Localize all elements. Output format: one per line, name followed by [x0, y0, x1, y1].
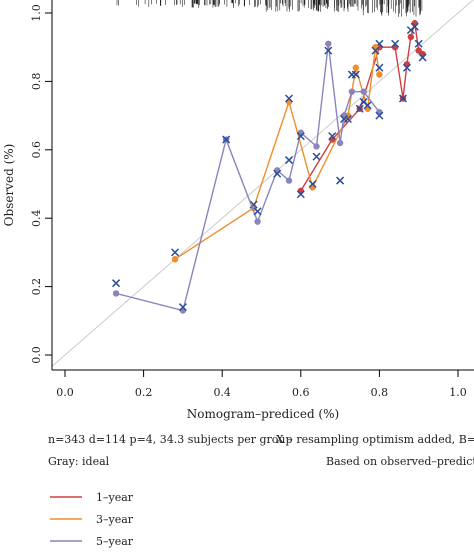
corrected-point-x: [336, 176, 345, 185]
corrected-point-x: [296, 190, 305, 199]
y-tick-label: 0.8: [30, 73, 43, 91]
series-3: [112, 40, 384, 314]
corrected-point-x: [414, 39, 423, 48]
x-tick-label: 1.0: [449, 386, 467, 399]
legend-label: 1–year: [96, 491, 134, 504]
observed-point: [376, 71, 383, 78]
observed-point: [171, 256, 179, 263]
corrected-point-x: [418, 53, 427, 62]
y-axis-label: Observed (%): [2, 144, 16, 227]
corrected-point-x: [359, 97, 368, 106]
corrected-point-x: [410, 22, 419, 31]
corrected-point-x: [391, 39, 400, 48]
y-tick-label: 0.4: [30, 209, 43, 227]
legend: 1–year 3–year 5–year: [50, 491, 134, 548]
y-axis-ticks: 0.0 0.2 0.4 0.6 0.8 1.0: [30, 4, 52, 364]
rug-marks: [116, 0, 423, 17]
series-2: [171, 44, 384, 263]
footnote-resampling: X – resampling optimism added, B=2000: [276, 433, 474, 446]
corrected-point-x: [398, 94, 408, 103]
x-tick-label: 0.8: [371, 386, 389, 399]
corrected-point-x: [339, 114, 349, 124]
y-tick-label: 0.0: [30, 346, 43, 364]
corrected-point-x: [375, 111, 384, 120]
corrected-point-x: [273, 169, 282, 178]
observed-point: [254, 218, 261, 225]
corrected-point-x: [328, 132, 337, 141]
observed-point: [285, 177, 293, 184]
observed-point: [313, 143, 320, 150]
series-layer: [112, 20, 427, 314]
corrected-point-x: [284, 156, 294, 165]
corrected-point-x: [112, 279, 121, 288]
y-tick-label: 1.0: [30, 4, 43, 22]
corrected-point-x: [284, 94, 294, 103]
legend-label: 3–year: [96, 513, 134, 526]
corrected-point-x: [375, 63, 384, 72]
footnote-based-on: Based on observed–predicted: [326, 455, 474, 468]
corrected-point-x: [312, 152, 321, 161]
x-tick-label: 0.6: [292, 386, 310, 399]
y-tick-label: 0.2: [30, 278, 43, 296]
corrected-point-x: [253, 207, 262, 216]
observed-point: [407, 33, 415, 41]
corrected-point-x: [296, 132, 305, 141]
series-line: [115, 43, 380, 312]
observed-point: [348, 88, 356, 95]
observed-point: [360, 88, 367, 95]
corrected-point-x: [178, 303, 187, 312]
x-axis-ticks: 0.0 0.2 0.4 0.6 0.8 1.0: [56, 370, 467, 399]
corrected-point-x: [324, 46, 333, 55]
footnote-gray-ideal: Gray: ideal: [48, 455, 110, 468]
observed-point: [352, 64, 360, 71]
x-axis-label: Nomogram–prediced (%): [187, 407, 339, 421]
footnote-sample-info: n=343 d=114 p=4, 34.3 subjects per group: [48, 433, 293, 446]
y-tick-label: 0.6: [30, 141, 43, 159]
corrected-point-x: [308, 179, 317, 189]
corrected-point-x: [171, 248, 180, 257]
legend-label: 5–year: [96, 535, 134, 548]
x-tick-label: 0.0: [56, 386, 74, 399]
series-1: [296, 20, 427, 199]
x-tick-label: 0.4: [213, 386, 231, 399]
x-tick-label: 0.2: [135, 386, 153, 399]
observed-point: [112, 290, 120, 297]
rug-plot: [116, 0, 423, 17]
series-line: [174, 47, 381, 260]
corrected-point-x: [347, 70, 356, 79]
corrected-point-x: [371, 46, 380, 55]
observed-point: [336, 139, 344, 147]
corrected-point-x: [355, 104, 364, 113]
corrected-point-x: [222, 135, 231, 144]
observed-point: [325, 40, 332, 47]
corrected-point-x: [402, 63, 411, 72]
